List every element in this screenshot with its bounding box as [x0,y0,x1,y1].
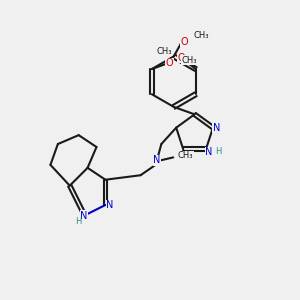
Text: H: H [76,217,82,226]
Text: CH₃: CH₃ [182,56,197,64]
Text: N: N [153,155,161,165]
Text: O: O [166,58,173,68]
Text: CH₃: CH₃ [156,47,172,56]
Text: N: N [80,211,88,221]
Text: N: N [106,200,114,210]
Text: CH₃: CH₃ [178,152,193,160]
Text: O: O [180,37,188,46]
Text: N: N [205,147,213,157]
Text: H: H [215,147,222,156]
Text: O: O [178,53,185,63]
Text: CH₃: CH₃ [193,31,208,40]
Text: N: N [213,123,220,133]
